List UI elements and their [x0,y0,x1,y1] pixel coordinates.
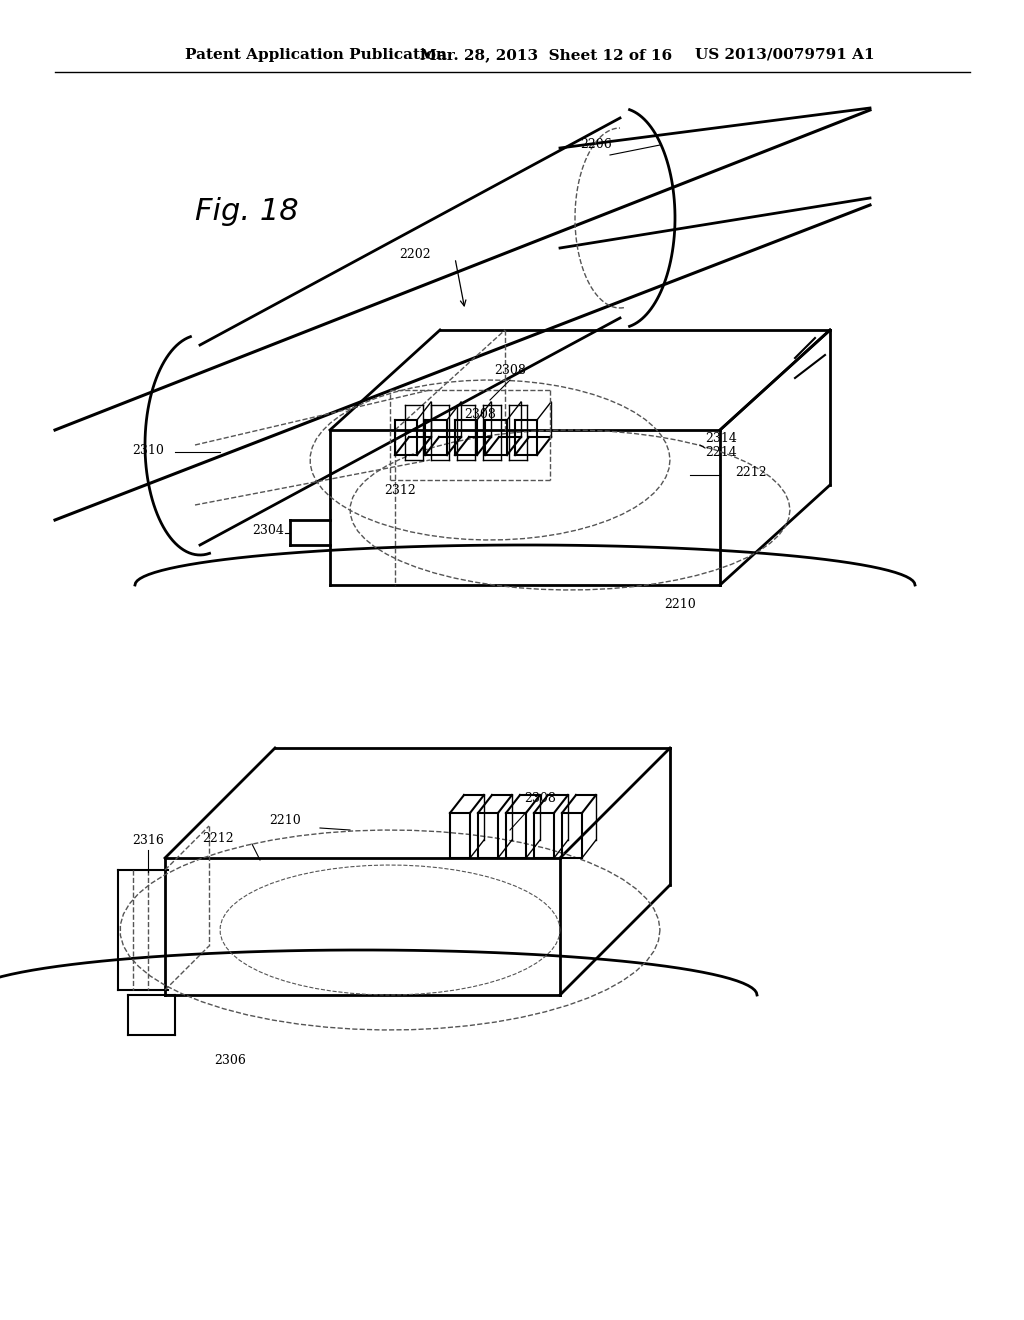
Text: 2308: 2308 [494,363,526,376]
Text: 2314: 2314 [705,432,737,445]
Text: 2308: 2308 [464,408,496,421]
Text: US 2013/0079791 A1: US 2013/0079791 A1 [695,48,874,62]
Text: Patent Application Publication: Patent Application Publication [185,48,447,62]
Text: Mar. 28, 2013  Sheet 12 of 16: Mar. 28, 2013 Sheet 12 of 16 [420,48,672,62]
Text: 2306: 2306 [214,1053,246,1067]
Text: 2312: 2312 [384,483,416,496]
Text: 2202: 2202 [399,248,431,261]
Text: 2308: 2308 [524,792,556,804]
Text: 2316: 2316 [132,833,164,846]
Text: 2212: 2212 [202,832,233,845]
Text: 2304: 2304 [252,524,284,536]
Text: 2212: 2212 [735,466,767,479]
Text: 2210: 2210 [665,598,696,611]
Text: 2206: 2206 [581,139,612,152]
Text: Fig. 18: Fig. 18 [195,197,299,226]
Text: 2210: 2210 [269,813,301,826]
Text: 2310: 2310 [132,444,164,457]
Text: 2214: 2214 [705,446,736,459]
